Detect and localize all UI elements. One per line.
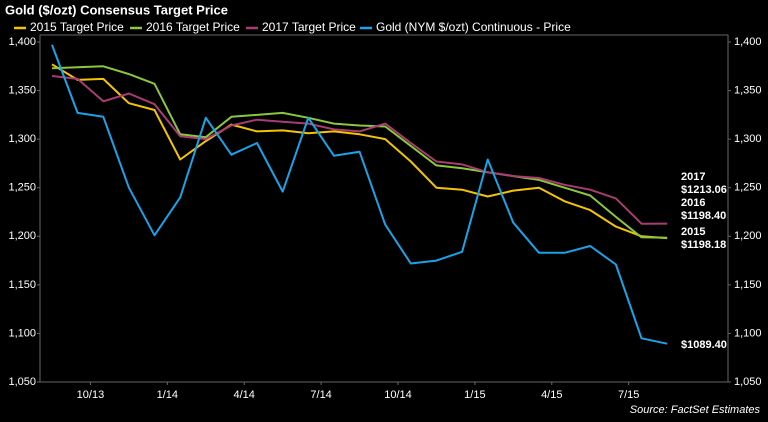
y2-tick-label: 1,100 [734,327,762,339]
value-label: $1198.40 [681,210,726,222]
value-label: $1213.06 [681,184,727,196]
series-line [51,75,668,225]
series-line [51,65,668,239]
plot-frame [39,34,729,383]
y2-tick-label: 1,350 [734,84,762,96]
y2-tick-label: 1,150 [734,279,762,291]
series-end-label: 2015 [681,226,705,238]
source: Source: FactSet Estimates [630,404,761,416]
y2-tick-label: 1,250 [734,182,762,194]
x-tick-label: 7/14 [310,389,331,401]
y-tick-label: 1,300 [8,133,36,145]
y-tick-label: 1,200 [8,230,36,242]
series-end-label: 2017 [681,171,705,183]
legend-label: 2016 Target Price [146,20,240,34]
legend-label: Gold (NYM $/ozt) Continuous - Price [376,20,571,34]
legend-label: 2015 Target Price [30,20,124,34]
chart-title: Gold ($/ozt) Consensus Target Price [5,2,228,17]
legend-label: 2017 Target Price [262,20,356,34]
value-label: $1198.18 [681,239,726,251]
y-tick-label: 1,350 [8,84,36,96]
y2-tick-label: 1,300 [734,133,762,145]
x-tick-label: 4/14 [234,389,255,401]
y-tick-label: 1,250 [8,182,36,194]
x-tick-label: 4/15 [541,389,562,401]
y-tick-label: 1,050 [8,376,36,388]
x-tick-label: 1/15 [464,389,485,401]
series-line [51,63,668,240]
y2-tick-label: 1,050 [734,376,762,388]
y2-tick-label: 1,200 [734,230,762,242]
series-end-label: 2016 [681,197,705,209]
y-tick-label: 1,100 [8,327,36,339]
series-line [51,44,668,345]
value-label: $1089.40 [681,339,727,351]
y-tick-label: 1,400 [8,36,36,48]
y2-tick-label: 1,400 [734,36,762,48]
x-tick-label: 10/13 [77,389,105,401]
x-tick-label: 1/14 [157,389,178,401]
x-tick-label: 10/14 [384,389,412,401]
x-tick-label: 7/15 [618,389,639,401]
y-tick-label: 1,150 [8,279,36,291]
